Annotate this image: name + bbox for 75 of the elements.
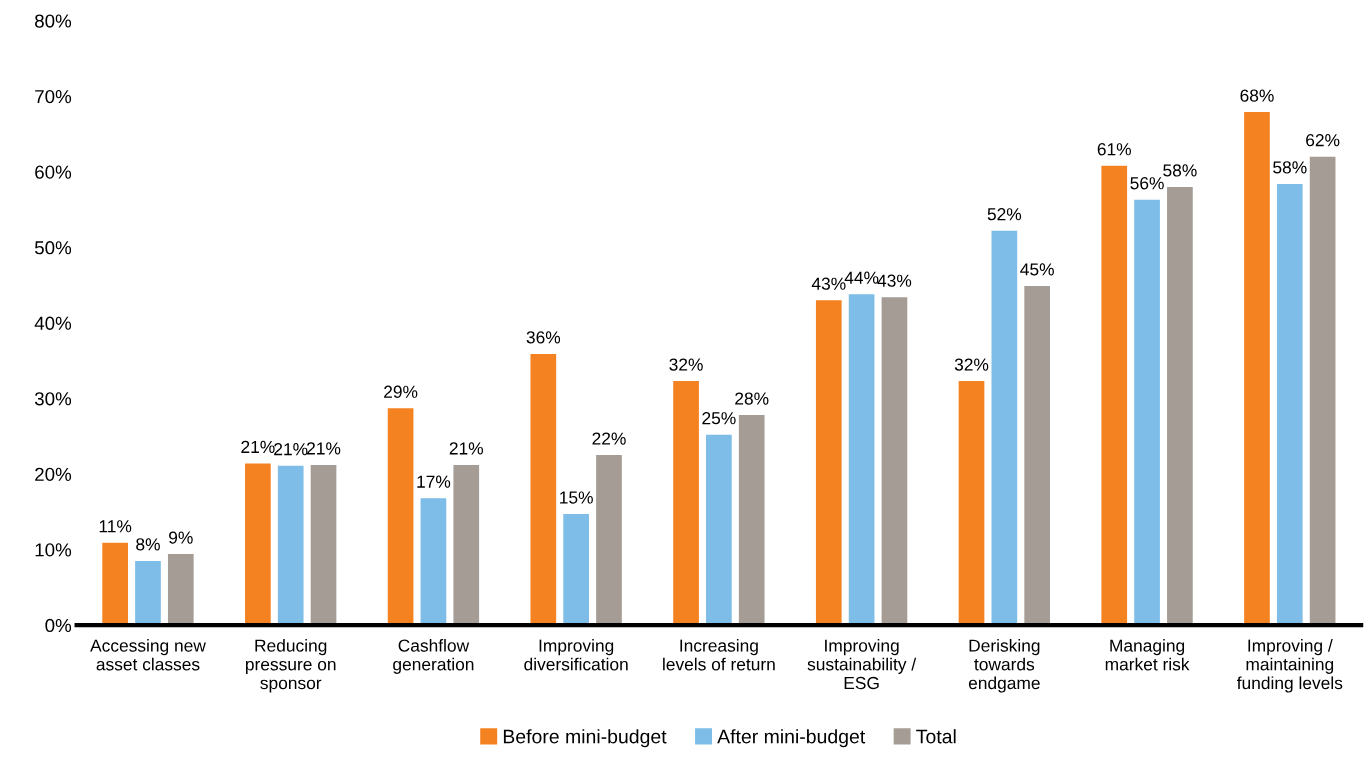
- data-label: 11%: [99, 520, 132, 533]
- legend-label: After mini-budget: [717, 729, 866, 748]
- data-label: 21%: [274, 443, 308, 456]
- y-tick-label: 70%: [35, 89, 72, 104]
- data-label: 58%: [1163, 164, 1197, 177]
- data-label: 62%: [1306, 134, 1340, 147]
- y-tick-label: 50%: [34, 241, 72, 255]
- data-label: 61%: [1097, 143, 1131, 156]
- bar: [1134, 199, 1160, 626]
- bar: [530, 353, 557, 626]
- y-tick-label: 60%: [35, 165, 72, 179]
- bar: [167, 554, 194, 626]
- y-tick-label: 20%: [35, 467, 72, 481]
- data-label: 45%: [1020, 263, 1054, 276]
- bar: [881, 297, 908, 626]
- bar: [848, 294, 875, 626]
- data-label: 21%: [241, 440, 275, 453]
- x-tick-label: Cashflow generation: [393, 638, 474, 674]
- data-label: 36%: [526, 331, 561, 344]
- bar: [245, 463, 271, 626]
- data-label: 8%: [136, 538, 160, 551]
- bar: [958, 381, 985, 626]
- bar: [673, 381, 699, 626]
- data-label: 32%: [669, 358, 703, 371]
- data-label: 32%: [954, 358, 989, 371]
- y-tick-label: 40%: [34, 316, 72, 330]
- bar: [563, 514, 589, 626]
- data-label: 44%: [844, 271, 879, 284]
- bar: [706, 434, 732, 626]
- bar: [815, 300, 842, 626]
- bar: [310, 464, 337, 626]
- bar: [1309, 156, 1336, 626]
- data-label: 28%: [735, 392, 769, 405]
- data-label: 58%: [1273, 161, 1307, 174]
- bar: [102, 542, 128, 626]
- y-tick-label: 10%: [35, 543, 72, 557]
- bar: [1244, 112, 1270, 626]
- x-tick-label: Improving / maintaining funding levels: [1236, 638, 1343, 693]
- y-tick-label: 30%: [34, 392, 72, 406]
- x-tick-label: Managing market risk: [1105, 638, 1190, 671]
- bar: [277, 465, 304, 626]
- data-label: 21%: [449, 442, 484, 455]
- data-label: 56%: [1130, 177, 1164, 190]
- x-tick-label: Derisking towards endgame: [968, 638, 1040, 693]
- y-tick-label: 80%: [35, 14, 72, 28]
- data-label: 15%: [560, 491, 593, 504]
- bar: [135, 560, 161, 626]
- data-label: 22%: [592, 432, 626, 445]
- y-tick-label: 0%: [45, 618, 72, 633]
- x-tick-label: Increasing levels of return: [663, 638, 775, 671]
- bar: [1101, 165, 1128, 626]
- bar: [453, 464, 480, 626]
- data-label: 29%: [384, 385, 418, 398]
- data-label: 25%: [702, 412, 736, 425]
- x-tick-label: Accessing new asset classes: [90, 638, 206, 671]
- data-label: 17%: [417, 475, 451, 488]
- x-tick-label: Improving sustainability / ESG: [807, 638, 917, 690]
- data-label: 9%: [169, 531, 193, 544]
- bar: [1276, 183, 1303, 626]
- x-tick-label: Improving diversification: [524, 638, 628, 671]
- data-label: 43%: [811, 277, 846, 290]
- data-label: 68%: [1240, 89, 1274, 102]
- bar: [1024, 285, 1051, 626]
- x-tick-label: Reducing pressure on sponsor: [245, 638, 336, 693]
- bar: [387, 408, 414, 626]
- legend-label: Total: [916, 729, 956, 744]
- legend-label: Before mini-budget: [503, 729, 667, 748]
- data-label: 43%: [877, 274, 912, 287]
- bar: [738, 415, 765, 626]
- bar: [1167, 186, 1193, 626]
- bar: [991, 230, 1018, 626]
- data-label: 52%: [987, 208, 1022, 221]
- bar: [596, 455, 622, 626]
- bar: [420, 498, 447, 626]
- data-label: 21%: [307, 442, 341, 455]
